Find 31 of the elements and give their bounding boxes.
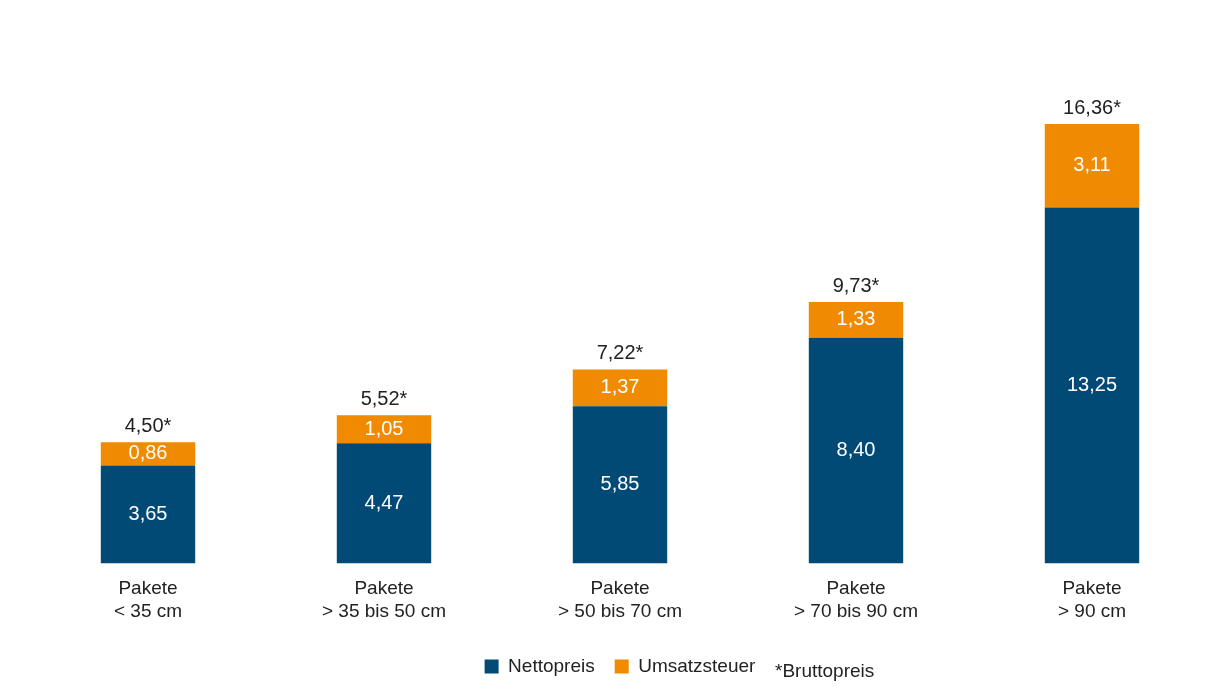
x-tick-label: Pakete > 35 bis 50 cm (321, 577, 447, 621)
total-label: 16,36* (1063, 95, 1122, 118)
total-label: 9,73* (832, 273, 880, 296)
total-label: 7,22* (596, 341, 644, 364)
bar (808, 337, 904, 564)
x-tick-label: Pakete < 35 cm (113, 577, 183, 621)
data-label: 8,40 (836, 438, 876, 461)
data-label: 5,85 (600, 472, 640, 495)
bar (1044, 124, 1140, 208)
data-label: 3,65 (128, 501, 168, 524)
legend-label: Umsatzsteuer (638, 654, 757, 676)
bar (1044, 207, 1140, 564)
data-label: 13,25 (1066, 373, 1118, 395)
bar (572, 369, 668, 407)
data-label: 1,33 (836, 307, 876, 330)
x-tick-label: Pakete > 90 cm (1057, 577, 1127, 621)
bar (336, 443, 432, 564)
data-label: 1,05 (364, 416, 404, 439)
legend-label: Nettopreis (508, 654, 595, 676)
text: *Bruttopreis (775, 660, 875, 682)
x-tick-label: Pakete > 50 bis 70 cm (557, 577, 683, 621)
bar (572, 406, 668, 564)
total-label: 5,52* (360, 386, 408, 409)
bar (100, 465, 196, 564)
data-label: 0,86 (128, 441, 168, 464)
data-label: 3,11 (1073, 153, 1111, 176)
bar (808, 302, 904, 338)
data-label: 1,37 (600, 375, 640, 398)
x-tick-label: Pakete > 70 bis 90 cm (793, 577, 919, 621)
data-label: 4,47 (364, 490, 404, 513)
total-label: 4,50* (124, 413, 172, 436)
